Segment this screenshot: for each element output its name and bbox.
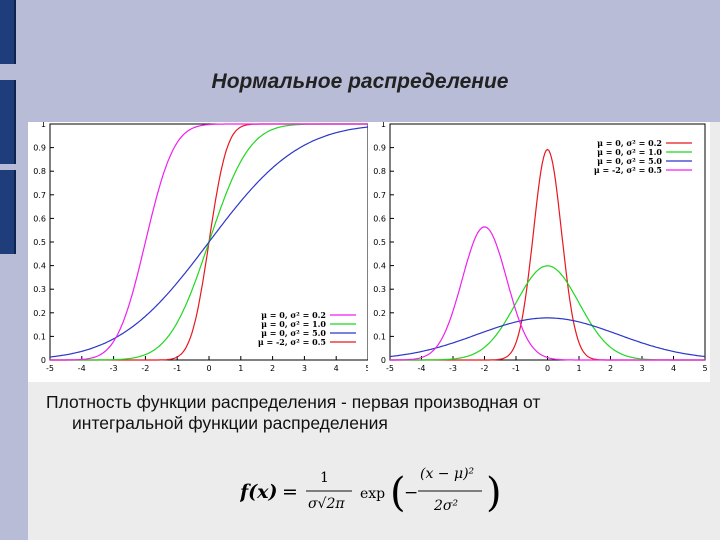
cdf-chart: 0 0.1 0.2 0.3 0.4 0.5 0.6 0.7 0.8 0.9 1 -5 -4 -3 -2 -1 0… bbox=[28, 122, 373, 382]
formula-exp: exp bbox=[360, 486, 385, 502]
cdf-xtick-label: -5 bbox=[46, 364, 54, 373]
cdf-legend-label-2: μ = 0, σ² = 5.0 bbox=[261, 328, 326, 338]
formula-denominator: σ√2π bbox=[308, 496, 345, 512]
pdf-xtick-label: -1 bbox=[512, 364, 520, 373]
cdf-xtick-label: 1 bbox=[238, 364, 243, 373]
cdf-legend-label-1: μ = 0, σ² = 1.0 bbox=[261, 319, 326, 329]
pdf-ytick-label: 0.1 bbox=[373, 332, 386, 341]
pdf-ytick-label: 1 bbox=[381, 122, 386, 129]
pdf-xtick-label: -5 bbox=[386, 364, 394, 373]
pdf-ytick-label: 0.2 bbox=[373, 309, 386, 318]
formula-right-paren: ) bbox=[486, 470, 502, 516]
pdf-legend-label-0: μ = 0, σ² = 0.2 bbox=[597, 138, 662, 148]
decor-bar-2 bbox=[0, 80, 16, 164]
pdf-xtick-label: -2 bbox=[481, 364, 489, 373]
pdf-xtick-label: 4 bbox=[671, 364, 676, 373]
cdf-series-line-3 bbox=[50, 123, 368, 361]
pdf-ytick-label: 0.3 bbox=[373, 285, 386, 294]
pdf-series-line-2 bbox=[389, 317, 706, 358]
cdf-ytick-label: 0 bbox=[41, 356, 46, 365]
cdf-ytick-label: 0.9 bbox=[33, 144, 46, 153]
pdf-xtick-label: 0 bbox=[545, 364, 550, 373]
pdf-xtick-label: 3 bbox=[639, 364, 644, 373]
cdf-ytick-label: 1 bbox=[41, 122, 46, 129]
cdf-ytick-label: 0.8 bbox=[33, 167, 46, 176]
formula-minus: − bbox=[404, 483, 418, 503]
formula-lhs: f(x) bbox=[240, 481, 277, 503]
pdf-legend-label-3: μ = -2, σ² = 0.5 bbox=[594, 165, 662, 175]
cdf-legend-label-0: μ = 0, σ² = 0.2 bbox=[261, 310, 326, 320]
decor-bar-1 bbox=[0, 0, 16, 64]
normal-pdf-formula: f(x) = 1 σ√2π exp ( − (x − μ)² 2σ² ) bbox=[238, 460, 510, 531]
slide-title: Нормальное распределение bbox=[211, 70, 509, 93]
cdf-legend-label-3: μ = -2, σ² = 0.5 bbox=[258, 337, 326, 347]
pdf-ytick-label: 0 bbox=[381, 356, 386, 365]
cdf-ytick-label: 0.7 bbox=[33, 191, 46, 200]
content-panel: 0 0.1 0.2 0.3 0.4 0.5 0.6 0.7 0.8 0.9 1 -5 -4 -3 -2 -1 0… bbox=[28, 122, 720, 540]
pdf-series-line-3 bbox=[390, 226, 705, 361]
pdf-ytick-label: 0.7 bbox=[373, 191, 386, 200]
formula-left-paren: ( bbox=[390, 470, 406, 516]
formula-numerator: 1 bbox=[320, 470, 329, 486]
pdf-ytick-label: 0.9 bbox=[373, 144, 386, 153]
description-line-1: Плотность функции распределения - первая… bbox=[46, 392, 541, 412]
cdf-ytick-label: 0.2 bbox=[33, 309, 46, 318]
cdf-xtick-label: 2 bbox=[270, 364, 275, 373]
cdf-ytick-label: 0.4 bbox=[33, 262, 46, 271]
pdf-xtick-label: 1 bbox=[576, 364, 581, 373]
cdf-xtick-label: 3 bbox=[302, 364, 307, 373]
description-line-2: интегральной функции распределения bbox=[72, 413, 388, 433]
pdf-xtick-label: -3 bbox=[449, 364, 457, 373]
cdf-xtick-label: -3 bbox=[110, 364, 118, 373]
pdf-xtick-label: 2 bbox=[608, 364, 613, 373]
pdf-ytick-label: 0.8 bbox=[373, 167, 386, 176]
pdf-ytick-label: 0.6 bbox=[373, 214, 386, 223]
cdf-ytick-label: 0.5 bbox=[33, 238, 46, 247]
cdf-xtick-label: -4 bbox=[78, 364, 86, 373]
cdf-xtick-label: -1 bbox=[173, 364, 181, 373]
description: Плотность функции распределения - первая… bbox=[46, 392, 686, 434]
formula-inner-denominator: 2σ² bbox=[433, 498, 458, 514]
cdf-ytick-label: 0.3 bbox=[33, 285, 46, 294]
pdf-ytick-label: 0.4 bbox=[373, 262, 386, 271]
pdf-series-line-0 bbox=[390, 148, 705, 361]
pdf-legend-label-1: μ = 0, σ² = 1.0 bbox=[597, 147, 662, 157]
cdf-ytick-label: 0.6 bbox=[33, 214, 46, 223]
pdf-chart: 0 0.1 0.2 0.3 0.4 0.5 0.6 0.7 0.8 0.9 1 -5 -4 -3 -2 -1 0… bbox=[368, 122, 710, 382]
pdf-xtick-label: -4 bbox=[418, 364, 426, 373]
pdf-xtick-label: 5 bbox=[702, 364, 707, 373]
pdf-legend-label-2: μ = 0, σ² = 5.0 bbox=[597, 156, 662, 166]
formula-inner-numerator: (x − μ)² bbox=[420, 466, 475, 482]
cdf-xtick-label: -2 bbox=[141, 364, 149, 373]
cdf-xtick-label: 0 bbox=[206, 364, 211, 373]
decor-bar-3 bbox=[0, 170, 16, 254]
cdf-ytick-label: 0.1 bbox=[33, 332, 46, 341]
cdf-series-line-2 bbox=[49, 126, 369, 358]
cdf-xtick-label: 4 bbox=[334, 364, 339, 373]
formula-equals: = bbox=[282, 481, 298, 503]
pdf-ytick-label: 0.5 bbox=[373, 238, 386, 247]
